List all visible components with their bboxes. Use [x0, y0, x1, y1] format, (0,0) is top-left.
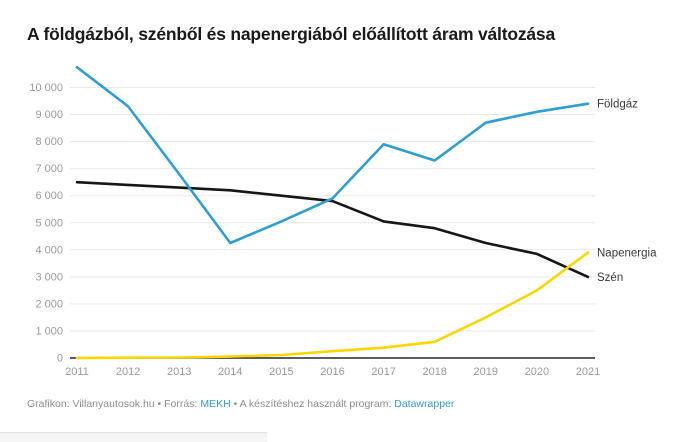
- x-tick-label: 2020: [525, 366, 549, 378]
- source-link[interactable]: MEKH: [200, 398, 231, 410]
- series-label-foldgaz: Földgáz: [597, 99, 638, 111]
- series-line-szen: [75, 180, 590, 279]
- y-tick-label: 7 000: [35, 163, 63, 175]
- y-tick-label: 9 000: [35, 109, 63, 121]
- y-tick-label: 4 000: [35, 244, 63, 256]
- footer-program-text: • A készítéshez használt program:: [230, 398, 395, 410]
- y-tick-label: 8 000: [35, 136, 63, 148]
- page-title: A földgázból, szénből és napenergiából e…: [27, 24, 555, 44]
- tool-link[interactable]: Datawrapper: [394, 398, 455, 410]
- y-tick-label: 3 000: [35, 271, 63, 283]
- horizontal-scrollbar[interactable]: [0, 432, 267, 442]
- y-tick-label: 6 000: [35, 190, 63, 202]
- x-tick-label: 2011: [65, 366, 89, 378]
- x-tick-label: 2017: [371, 366, 395, 378]
- y-tick-label: 10 000: [29, 82, 63, 94]
- x-tick-label: 2013: [167, 366, 191, 378]
- series-label-szen: Szén: [597, 272, 623, 284]
- x-tick-label: 2016: [320, 366, 344, 378]
- series-label-napenergia: Napenergia: [597, 248, 657, 260]
- x-tick-label: 2012: [116, 366, 140, 378]
- series-line-napenergia: [75, 251, 590, 360]
- footer-attribution: Grafikon: Villanyautosok.hu • Forrás: ME…: [27, 398, 454, 410]
- y-tick-label: 1 000: [35, 325, 63, 337]
- footer-credit-text: Grafikon: Villanyautosok.hu • Forrás:: [27, 398, 201, 410]
- y-tick-label: 0: [57, 353, 63, 365]
- y-tick-label: 5 000: [35, 217, 63, 229]
- x-tick-label: 2019: [474, 366, 498, 378]
- y-tick-label: 2 000: [35, 298, 63, 310]
- x-tick-label: 2015: [269, 366, 293, 378]
- x-tick-label: 2014: [218, 366, 242, 378]
- x-tick-label: 2018: [422, 366, 446, 378]
- series-line-foldgaz: [75, 65, 590, 245]
- x-tick-label: 2021: [576, 366, 600, 378]
